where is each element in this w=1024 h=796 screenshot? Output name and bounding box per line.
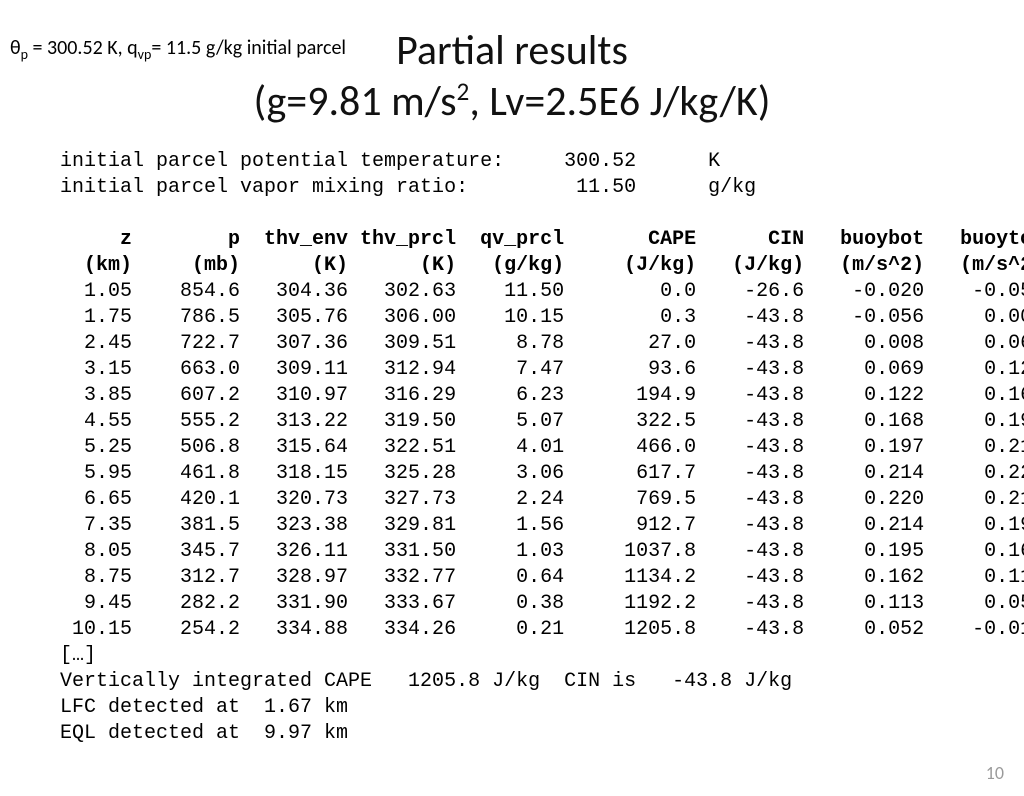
q-subscript: vp: [138, 46, 152, 63]
theta-eq-text: = 300.52 K, q: [28, 36, 138, 60]
theta-subscript: p: [21, 46, 28, 63]
theta-symbol: θ: [10, 36, 21, 60]
results-table: initial parcel potential temperature: 30…: [60, 149, 1024, 747]
q-rest-text: = 11.5 g/kg initial parcel: [151, 36, 346, 60]
title-line2: (g=9.81 m/s2, Lv=2.5E6 J/kg/K): [0, 76, 1024, 129]
slide-number: 10: [986, 762, 1004, 784]
parcel-initial-note: θp = 300.52 K, qvp= 11.5 g/kg initial pa…: [10, 36, 346, 63]
